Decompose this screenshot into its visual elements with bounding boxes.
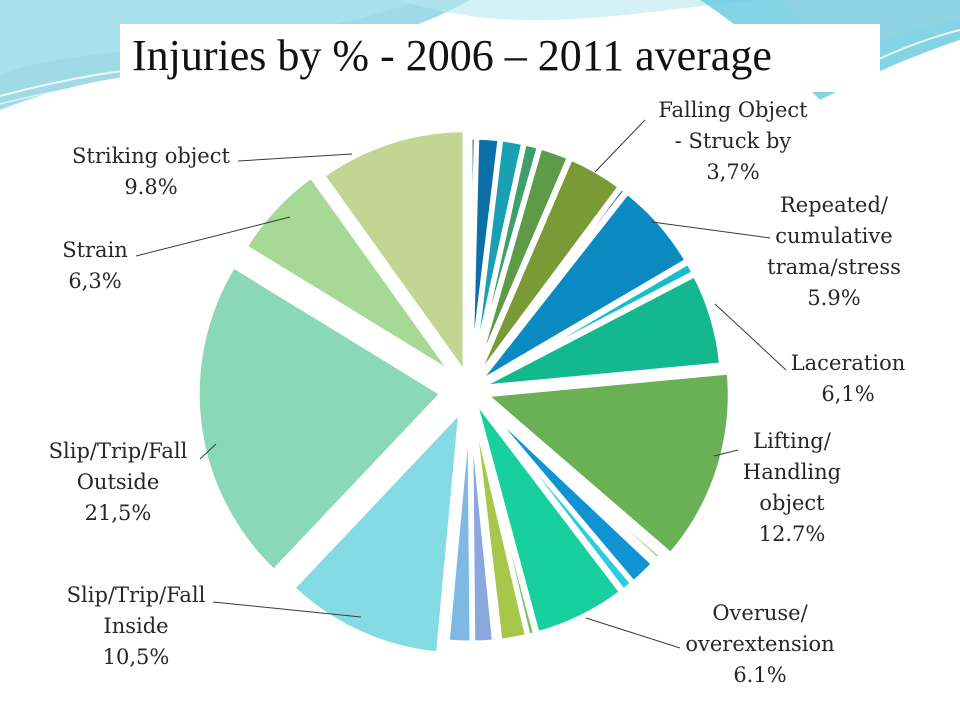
slice-label: Striking object 9.8% xyxy=(51,141,251,203)
slice-label-line: 6,1% xyxy=(821,382,875,406)
pie-slice xyxy=(476,271,725,391)
leader-line xyxy=(651,221,771,239)
pie-slice xyxy=(289,403,465,657)
slice-label: Laceration 6,1% xyxy=(748,348,948,410)
leader-line xyxy=(585,617,681,649)
slice-label-line: Repeated/ xyxy=(779,193,888,217)
slice-label-line: 21,5% xyxy=(84,501,152,525)
slice-label-line: 5.9% xyxy=(807,286,861,310)
slice-label-line: 10,5% xyxy=(102,645,170,669)
slice-label-line: 3,7% xyxy=(706,160,760,184)
slice-label-line: Outside xyxy=(76,470,160,494)
slice-label: Lifting/Handling object 12.7% xyxy=(692,426,892,550)
slice-label-line: Laceration xyxy=(790,351,906,375)
pie-slice xyxy=(241,172,456,378)
title-box: Injuries by % - 2006 – 2011 average xyxy=(120,24,880,92)
slice-label-line: Overuse/ xyxy=(712,601,808,625)
pie-slice xyxy=(444,397,475,646)
slice-label-line: Lifting/ xyxy=(753,429,831,453)
slice-label-line: Striking object xyxy=(72,144,230,168)
slice-label: Falling Object - Struck by 3,7% xyxy=(633,95,833,188)
leader-line xyxy=(594,119,646,173)
slice-label-line: - Struck by xyxy=(674,129,792,153)
slice-label-line: trama/stress xyxy=(767,255,901,279)
leader-line xyxy=(237,153,353,162)
slice-label-line: cumulative xyxy=(775,224,893,248)
slice-label: Slip/Trip/Fall Outside 21,5% xyxy=(18,436,218,529)
slide-title: Injuries by % - 2006 – 2011 average xyxy=(132,31,772,80)
pie-slice xyxy=(479,369,733,559)
slice-label-line: 6,3% xyxy=(68,269,122,293)
slice-label-line: Falling Object xyxy=(658,98,808,122)
leader-line xyxy=(212,601,362,618)
slice-label-line: 6.1% xyxy=(733,663,787,687)
slice-label-line: Inside xyxy=(103,614,169,638)
slice-label-line: object xyxy=(759,491,825,515)
slice-label-line: Strain xyxy=(62,238,128,262)
slice-label-line: 12.7% xyxy=(758,522,826,546)
pie-slice xyxy=(194,262,447,576)
slice-label: Repeated/cumulative trama/stress 5.9% xyxy=(734,190,934,314)
slice-label: Strain 6,3% xyxy=(0,235,195,297)
slice-label-line: 9.8% xyxy=(124,175,178,199)
leader-line xyxy=(713,449,739,457)
slice-label-line: Handling xyxy=(742,460,842,484)
slice-label-line: overextension xyxy=(685,632,835,656)
slice-label: Overuse/overextension 6.1% xyxy=(660,598,860,691)
slice-label: Slip/Trip/Fall Inside 10,5% xyxy=(36,580,236,673)
slice-label-line: Slip/Trip/Fall xyxy=(66,583,206,607)
leader-line xyxy=(714,303,787,371)
slice-label-line: Slip/Trip/Fall xyxy=(48,439,188,463)
leader-line xyxy=(199,443,217,460)
leader-line xyxy=(135,216,291,257)
pie-slice xyxy=(318,127,468,383)
